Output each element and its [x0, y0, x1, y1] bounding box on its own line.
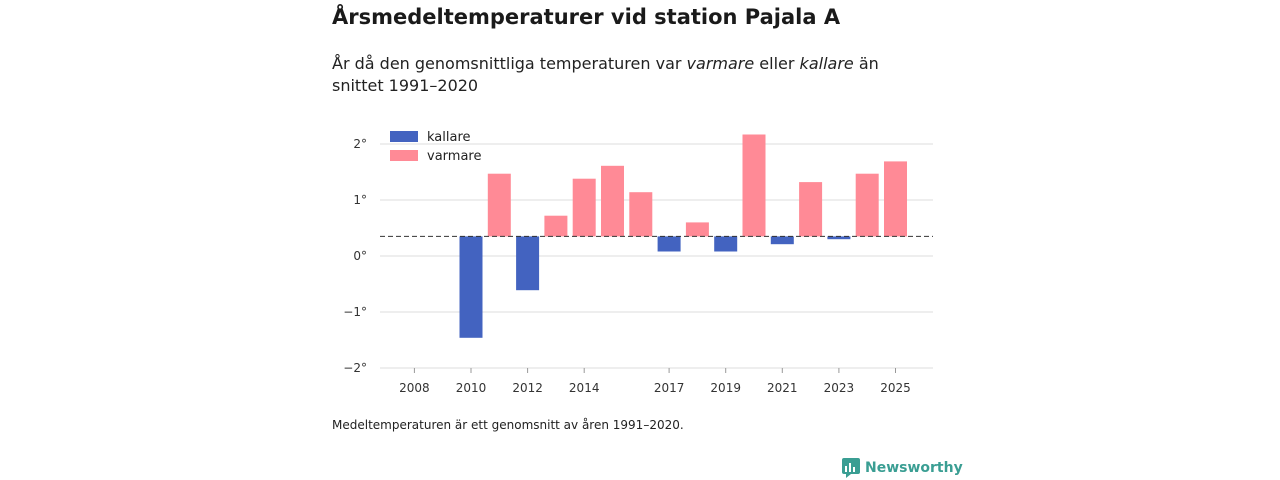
legend-swatch-kallare [390, 131, 418, 142]
bar-2023 [827, 236, 851, 240]
y-tick-label: 2° [353, 137, 367, 151]
footnote: Medeltemperaturen är ett genomsnitt av å… [332, 418, 684, 432]
y-tick-label: −2° [343, 361, 367, 375]
y-tick-label: 0° [353, 249, 367, 263]
bar-2012 [516, 236, 540, 291]
bar-2011 [487, 173, 511, 237]
subtitle-warm-word: varmare [686, 54, 755, 73]
y-tick-label: 1° [353, 193, 367, 207]
bar-2021 [770, 236, 794, 245]
x-tick-label: 2014 [569, 381, 600, 395]
subtitle-part-1: År då den genomsnittliga temperaturen va… [332, 54, 687, 73]
bar-2022 [799, 182, 823, 237]
x-tick-label: 2012 [512, 381, 543, 395]
x-tick-label: 2008 [399, 381, 430, 395]
bar-2017 [657, 236, 681, 252]
bar-2016 [629, 192, 653, 237]
bar-2024 [855, 173, 879, 237]
subtitle-cold-word: kallare [799, 54, 854, 73]
x-axis-ticks: 2008 2010 2012 2014 2017 2019 2021 2023 2025 [399, 368, 911, 395]
legend-swatch-varmare [390, 150, 418, 161]
bar-2014 [572, 178, 596, 237]
x-tick-label: 2010 [456, 381, 487, 395]
newsworthy-logo-icon [842, 458, 860, 478]
bar-2015 [601, 165, 624, 237]
bar-2018 [685, 222, 709, 237]
bar-2025 [884, 161, 907, 237]
bar-2013 [544, 215, 568, 237]
bar-2010 [459, 236, 483, 338]
subtitle-part-2: eller [754, 54, 800, 73]
brand-name: Newsworthy [865, 460, 963, 476]
x-tick-label: 2025 [880, 381, 911, 395]
x-tick-label: 2023 [824, 381, 855, 395]
legend-label-kallare: kallare [427, 130, 471, 145]
legend-label-varmare: varmare [427, 149, 481, 164]
y-axis-ticks: 2° 1° 0° −1° −2° [343, 137, 367, 375]
legend: kallare varmare [390, 130, 481, 164]
bar-2020 [742, 134, 766, 237]
y-tick-label: −1° [343, 305, 367, 319]
x-tick-label: 2021 [767, 381, 798, 395]
chart-subtitle: År då den genomsnittliga temperaturen va… [332, 53, 932, 97]
chart-title: Årsmedeltemperaturer vid station Pajala … [332, 5, 841, 29]
brand-logo-link[interactable]: Newsworthy [842, 458, 963, 478]
bar-2019 [714, 236, 738, 252]
x-tick-label: 2019 [710, 381, 741, 395]
bars [459, 134, 907, 338]
x-tick-label: 2017 [654, 381, 685, 395]
subtitle-part-3: än snittet 1991–2020 [332, 54, 879, 95]
